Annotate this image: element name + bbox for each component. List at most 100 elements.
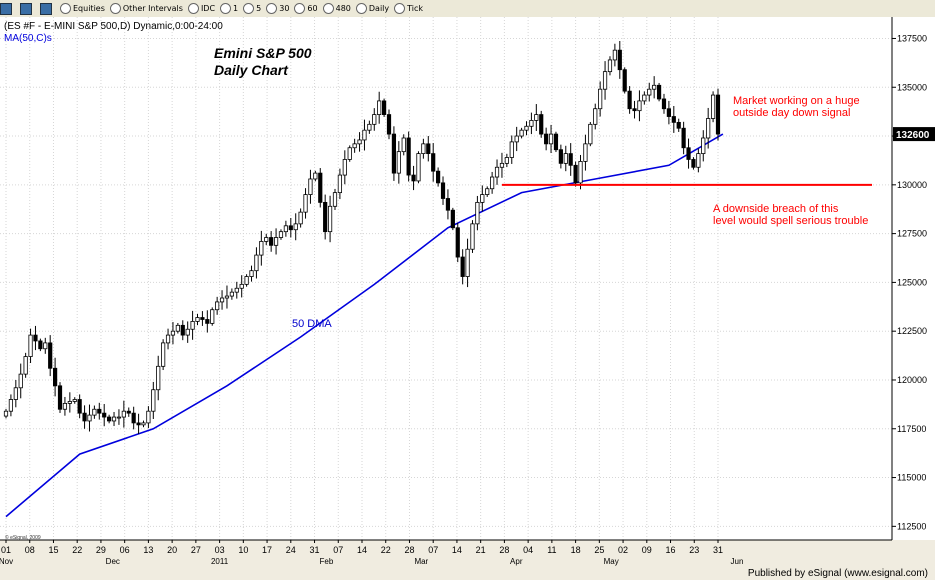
- candle-body: [715, 94, 721, 135]
- toolbar-item-2[interactable]: [40, 2, 55, 15]
- toolbar-item-0[interactable]: [0, 2, 15, 15]
- candle: [494, 159, 500, 185]
- candle-body: [440, 182, 446, 199]
- candle-body: [544, 133, 549, 145]
- toolbar-item-9[interactable]: 60: [294, 3, 318, 14]
- toolbar-item-1[interactable]: [20, 2, 35, 15]
- candle: [612, 43, 617, 67]
- candle-body: [548, 133, 554, 145]
- candle: [455, 222, 460, 263]
- candle: [82, 405, 87, 429]
- candle: [323, 194, 328, 240]
- candle: [210, 307, 215, 326]
- candle-body: [259, 241, 264, 256]
- candle: [519, 127, 524, 139]
- candle: [661, 93, 667, 114]
- x-tick-label: 10: [238, 545, 248, 555]
- candle: [337, 168, 343, 200]
- candle: [642, 91, 647, 105]
- toolbar-item-4[interactable]: Other Intervals: [109, 3, 183, 14]
- toolbar-item-label: Other Intervals: [122, 4, 183, 13]
- candle: [421, 138, 426, 159]
- candle: [598, 81, 603, 117]
- candle: [377, 91, 382, 124]
- candle-body: [337, 174, 343, 194]
- candle-body: [411, 174, 416, 182]
- candle: [465, 238, 470, 288]
- candle: [504, 153, 509, 168]
- candle-body: [391, 133, 397, 174]
- y-tick-label: 115000: [897, 473, 926, 483]
- candle-body: [509, 141, 514, 158]
- candle: [229, 288, 234, 300]
- candle: [259, 230, 264, 266]
- candle: [391, 126, 397, 181]
- candle-body: [180, 324, 185, 336]
- candle-body: [224, 295, 230, 299]
- candle: [686, 138, 691, 169]
- candle-body: [303, 194, 308, 213]
- y-tick-label: 117500: [897, 424, 926, 434]
- study-label: MA(50,C)s: [4, 33, 52, 44]
- candle: [706, 107, 711, 149]
- candle-body: [327, 205, 333, 233]
- candle: [92, 405, 97, 419]
- candle-body: [92, 408, 97, 416]
- candle: [249, 265, 254, 282]
- toolbar-item-12[interactable]: Tick: [394, 3, 423, 14]
- candle: [352, 138, 357, 153]
- candle-body: [18, 373, 23, 389]
- toolbar-item-label: IDC: [200, 4, 216, 13]
- candle-body: [617, 49, 622, 71]
- toolbar-item-7[interactable]: 5: [243, 3, 261, 14]
- candle-body: [519, 129, 524, 137]
- candle: [436, 167, 441, 187]
- candle-body: [313, 172, 318, 180]
- candle-body: [136, 422, 141, 426]
- x-tick-label: 27: [191, 545, 201, 555]
- x-tick-label: 16: [666, 545, 676, 555]
- toolbar-item-5[interactable]: IDC: [187, 3, 216, 14]
- candle: [264, 233, 269, 246]
- toolbar-item-label: 5: [256, 4, 262, 13]
- candle: [239, 275, 244, 298]
- ma-line: [5, 133, 724, 518]
- x-tick-label: 14: [452, 545, 462, 555]
- candle-body: [87, 414, 92, 422]
- candle: [656, 82, 662, 102]
- toolbar-item-6[interactable]: 1: [220, 3, 238, 14]
- candle-body: [529, 120, 534, 127]
- toolbar-item-label: Equities: [73, 4, 105, 13]
- toolbar-item-3[interactable]: Equities: [60, 3, 105, 14]
- candle-body: [126, 410, 131, 414]
- candle-body: [288, 225, 293, 231]
- candle: [170, 322, 176, 345]
- candle: [440, 176, 446, 205]
- candle: [175, 322, 180, 334]
- candle-body: [269, 237, 274, 246]
- candle-body: [323, 201, 328, 233]
- candle: [67, 392, 72, 413]
- y-tick-label: 122500: [897, 326, 927, 336]
- candle-body: [67, 401, 72, 404]
- candle-body: [200, 317, 205, 320]
- note-breach-1: A downside breach of this: [713, 203, 839, 215]
- x-tick-label: 14: [357, 545, 367, 555]
- candle-body: [151, 389, 156, 412]
- toolbar-item-8[interactable]: 30: [266, 3, 289, 14]
- candle-body: [710, 94, 716, 119]
- y-tick-label: 137500: [897, 33, 927, 43]
- copyright: © eSignal, 2009: [5, 534, 41, 541]
- candle: [450, 207, 455, 231]
- candle: [62, 396, 68, 416]
- candle-body: [381, 100, 387, 115]
- x-tick-label: 02: [618, 545, 628, 555]
- candle: [509, 135, 514, 164]
- candle-body: [386, 114, 392, 135]
- toolbar-item-11[interactable]: Daily: [355, 3, 389, 14]
- toolbar-item-10[interactable]: 480: [322, 3, 351, 14]
- candle-body: [62, 402, 68, 410]
- candle-body: [308, 178, 313, 195]
- candle-body: [593, 108, 598, 125]
- candle: [357, 132, 362, 152]
